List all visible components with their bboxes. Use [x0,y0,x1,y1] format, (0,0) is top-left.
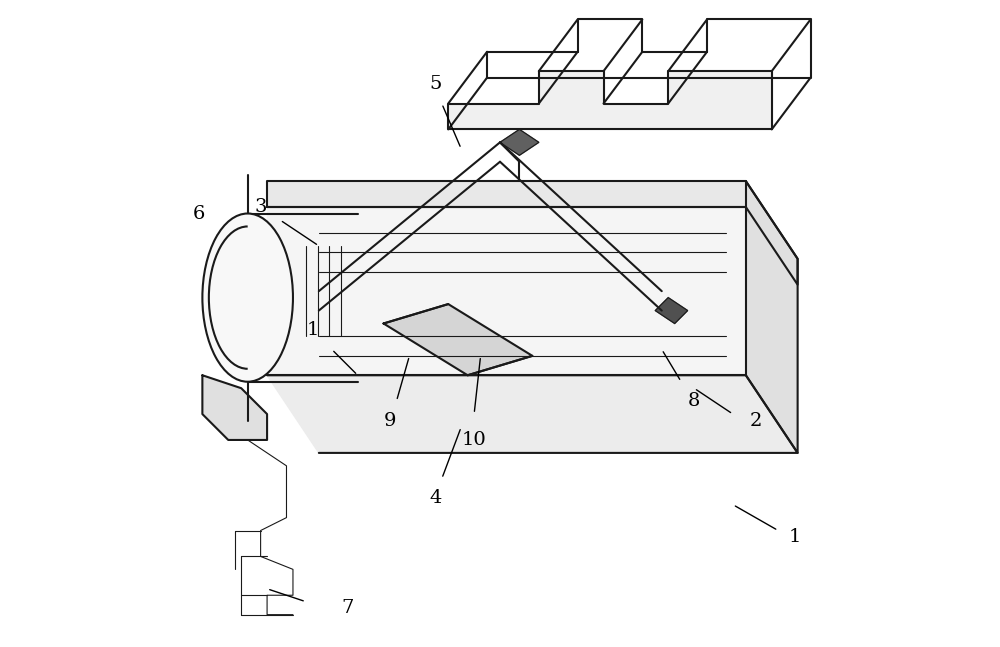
Polygon shape [746,181,798,285]
Text: 2: 2 [749,411,762,430]
Polygon shape [746,181,798,453]
Text: 6: 6 [193,204,205,223]
Text: 8: 8 [688,392,700,410]
Text: 9: 9 [384,411,396,430]
Text: 4: 4 [429,489,441,507]
Text: 7: 7 [342,599,354,617]
Text: 10: 10 [462,431,486,449]
Polygon shape [202,375,267,440]
Polygon shape [448,71,772,129]
Polygon shape [267,207,746,375]
Ellipse shape [202,214,293,382]
Polygon shape [655,298,688,324]
Polygon shape [500,129,539,155]
Polygon shape [384,304,532,375]
Text: 3: 3 [254,198,267,216]
Text: 1: 1 [306,321,319,339]
Text: 1: 1 [788,528,801,546]
Polygon shape [267,375,798,453]
Polygon shape [267,181,746,207]
Text: 5: 5 [429,75,441,93]
